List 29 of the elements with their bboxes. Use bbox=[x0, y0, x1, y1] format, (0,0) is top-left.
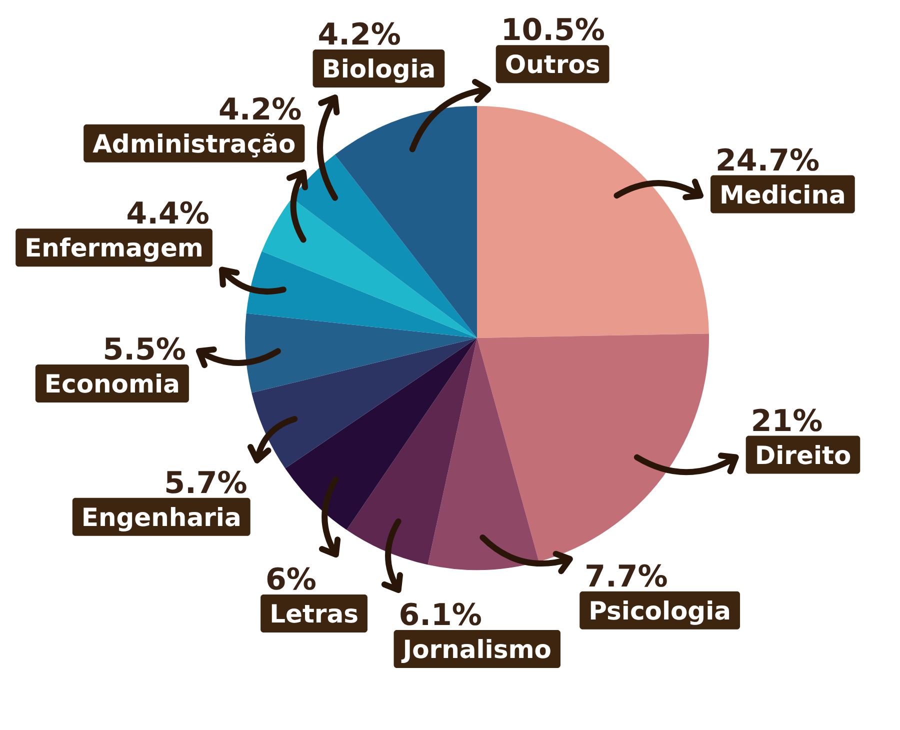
pie-slice bbox=[346, 338, 477, 565]
slice-label: Administração bbox=[92, 129, 296, 158]
slice-label: Medicina bbox=[720, 180, 846, 210]
pie-slice bbox=[262, 198, 477, 338]
data-label: 6.1% bbox=[398, 598, 482, 633]
data-label: 6% bbox=[266, 562, 316, 598]
pie-slice bbox=[285, 338, 477, 530]
data-label: 4.2% bbox=[218, 92, 302, 128]
pie-slice bbox=[252, 338, 477, 468]
slice-label: Outros bbox=[504, 50, 600, 80]
pie-slice bbox=[477, 334, 709, 562]
data-label: 24.7% bbox=[716, 143, 820, 178]
data-label: 5.7% bbox=[164, 466, 248, 501]
data-label: 21% bbox=[750, 404, 823, 439]
pie-slice bbox=[477, 106, 709, 338]
pie-slice bbox=[428, 338, 539, 570]
slice-label: Letras bbox=[270, 600, 358, 629]
slice-label: Economia bbox=[44, 369, 180, 398]
data-label: 7.7% bbox=[584, 559, 668, 594]
slice-label: Biologia bbox=[322, 54, 436, 84]
slice-label: Engenharia bbox=[81, 502, 242, 532]
data-label: 10.5% bbox=[500, 13, 605, 48]
data-label: 5.5% bbox=[102, 332, 186, 368]
data-label: 4.4% bbox=[126, 196, 210, 232]
data-label: 4.2% bbox=[318, 18, 401, 53]
slice-label: Psicologia bbox=[588, 596, 732, 626]
slice-label: Jornalismo bbox=[400, 635, 552, 664]
slice-label: Direito bbox=[754, 440, 852, 470]
slice-label: Enfermagem bbox=[24, 234, 204, 263]
